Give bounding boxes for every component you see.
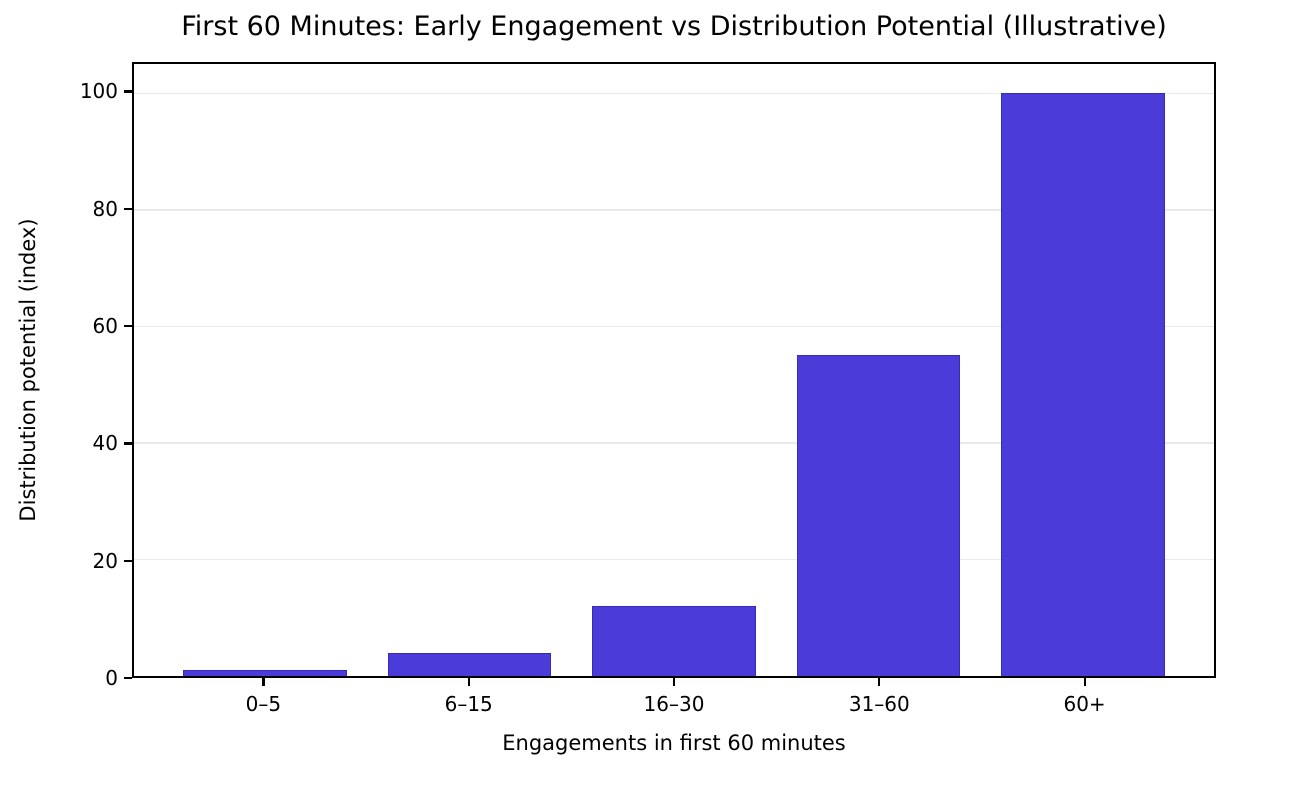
bar-31–60 <box>796 355 961 676</box>
y-tick-mark-100 <box>124 90 132 93</box>
gridline-y100 <box>134 92 1214 95</box>
x-tick-label-0–5: 0–5 <box>245 692 282 716</box>
x-tick-mark-16–30 <box>673 678 676 686</box>
y-tick-label-80: 80 <box>92 196 118 221</box>
x-axis-label: Engagements in first 60 minutes <box>502 731 846 755</box>
y-tick-mark-40 <box>124 442 132 445</box>
y-tick-label-100: 100 <box>79 79 118 104</box>
gridline-y40 <box>134 442 1214 444</box>
x-tick-label-31–60: 31–60 <box>848 692 910 716</box>
gridline-y80 <box>134 209 1214 211</box>
x-tick-label-60+: 60+ <box>1063 692 1106 716</box>
y-tick-label-0: 0 <box>105 666 118 690</box>
x-tick-mark-31–60 <box>878 678 881 686</box>
bar-60+ <box>1001 93 1165 676</box>
y-tick-mark-20 <box>124 559 132 562</box>
plot-area <box>132 62 1216 678</box>
y-tick-label-40: 40 <box>92 431 118 456</box>
bar-6–15 <box>387 652 552 676</box>
y-axis-label: Distribution potential (index) <box>16 218 40 522</box>
x-tick-label-16–30: 16–30 <box>643 692 705 716</box>
gridline-y20 <box>134 558 1214 561</box>
bar-0–5 <box>183 670 347 676</box>
x-tick-mark-0–5 <box>262 678 265 686</box>
y-tick-mark-60 <box>124 325 132 328</box>
x-tick-label-6–15: 6–15 <box>444 692 493 716</box>
y-tick-label-20: 20 <box>92 548 118 573</box>
y-tick-label-60: 60 <box>92 314 118 338</box>
y-tick-mark-80 <box>124 207 132 210</box>
x-tick-mark-60+ <box>1083 678 1086 686</box>
x-tick-mark-6–15 <box>467 678 470 686</box>
y-tick-mark-0 <box>124 677 132 680</box>
bar-16–30 <box>592 606 756 676</box>
chart-title: First 60 Minutes: Early Engagement vs Di… <box>181 11 1167 42</box>
gridline-y60 <box>134 325 1214 328</box>
